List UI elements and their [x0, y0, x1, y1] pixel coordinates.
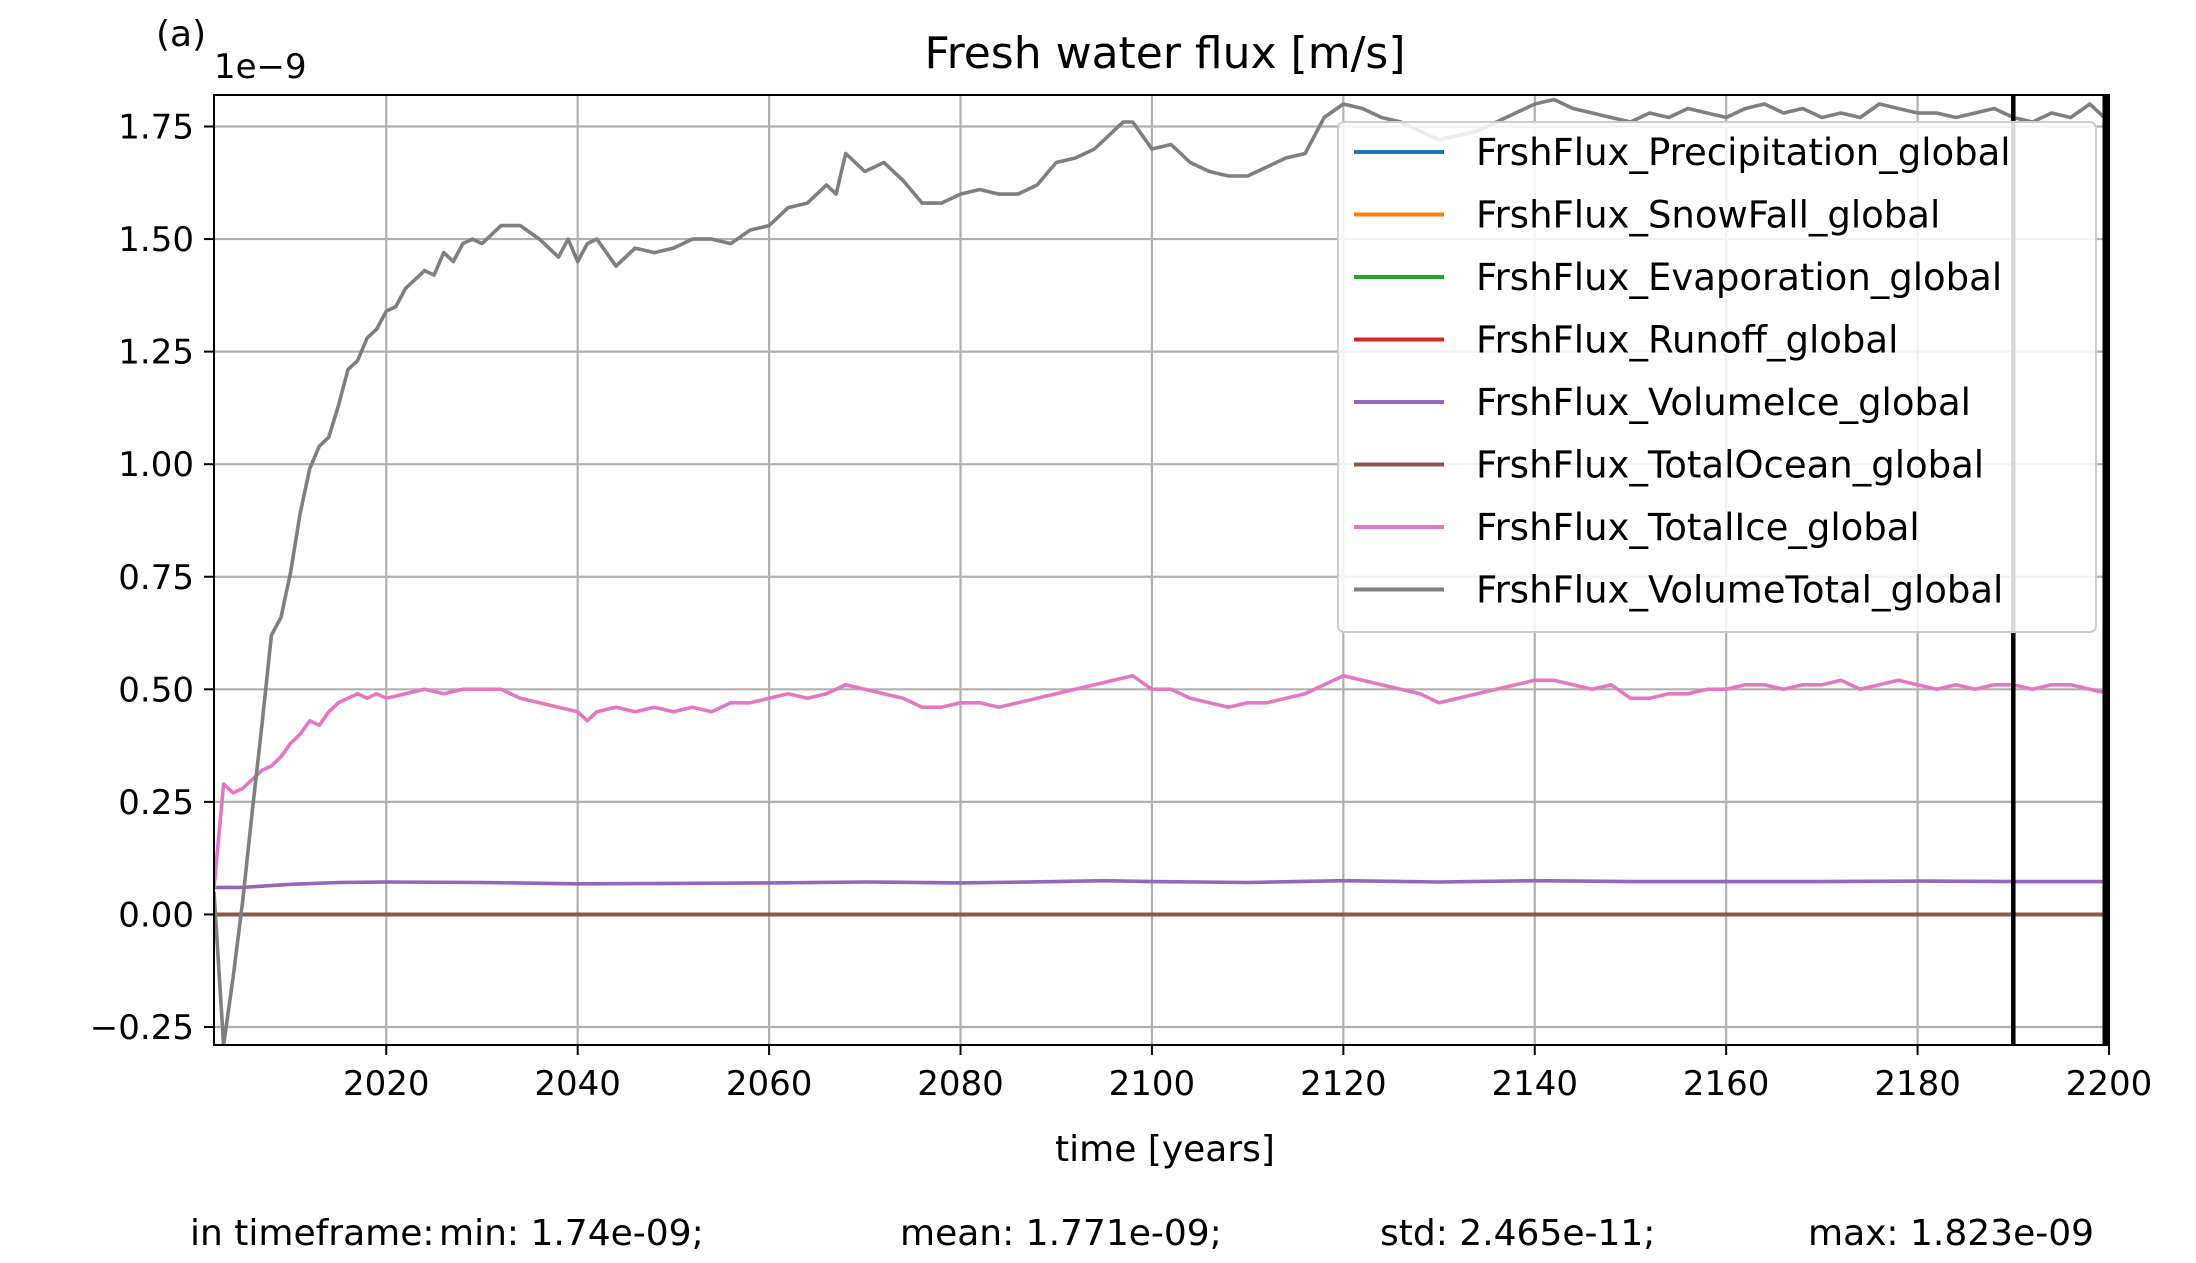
y-tick-label: 1.75 [118, 108, 194, 148]
y-tick-label: 0.50 [118, 670, 194, 710]
x-tick-label: 2100 [1109, 1064, 1196, 1104]
x-tick-label: 2180 [1874, 1064, 1961, 1104]
x-tick-label: 2200 [2066, 1064, 2153, 1104]
chart-title: Fresh water flux [m/s] [924, 28, 1405, 79]
legend-label: FrshFlux_Runoff_global [1476, 319, 1898, 362]
y-tick-label: −0.25 [90, 1008, 194, 1048]
plot-frame [213, 94, 2110, 1046]
stats-line: in timeframe: min: 1.74e-09; mean: 1.771… [190, 1213, 2094, 1254]
y-tick-label: 1.25 [118, 333, 194, 373]
panel-label: (a) [156, 14, 206, 55]
y-axis-ticks: −0.25 0.00 0.25 0.50 0.75 1.00 1.25 1.50 1.75 [90, 108, 214, 1048]
x-tick-label: 2120 [1300, 1064, 1387, 1104]
legend-label: FrshFlux_Precipitation_global [1476, 131, 2011, 174]
legend-label: FrshFlux_TotalIce_global [1476, 506, 1920, 549]
legend: FrshFlux_Precipitation_global FrshFlux_Sn… [1337, 121, 2097, 633]
legend-label: FrshFlux_SnowFall_global [1476, 194, 1940, 237]
x-tick-label: 2060 [726, 1064, 813, 1104]
series-line-6 [214, 673, 2109, 888]
x-tick-label: 2160 [1683, 1064, 1770, 1104]
stats-prefix: in timeframe: [190, 1213, 434, 1254]
legend-label: FrshFlux_VolumeTotal_global [1476, 569, 2003, 612]
y-offset-label: 1e−9 [214, 47, 307, 87]
y-tick-label: 1.50 [118, 220, 194, 260]
x-tick-label: 2020 [343, 1064, 430, 1104]
x-tick-label: 2080 [917, 1064, 1004, 1104]
stats-std: std: 2.465e-11; [1380, 1213, 1655, 1254]
series-line-4 [214, 878, 2109, 890]
stats-min: min: 1.74e-09; [439, 1213, 704, 1254]
stats-max: max: 1.823e-09 [1808, 1213, 2094, 1254]
x-axis-label: time [years] [1055, 1129, 1275, 1170]
legend-label: FrshFlux_Evaporation_global [1476, 256, 2002, 299]
x-tick-label: 2040 [534, 1064, 621, 1104]
y-tick-label: 0.75 [118, 558, 194, 598]
legend-label: FrshFlux_TotalOcean_global [1476, 444, 1984, 487]
x-axis-ticks: 2020 2040 2060 2080 2100 2120 2140 2160 2180 2200 [343, 1045, 2152, 1104]
stats-mean: mean: 1.771e-09; [900, 1213, 1222, 1254]
y-tick-label: 0.25 [118, 783, 194, 823]
series-line-7 [214, 97, 2109, 1045]
series-lines [214, 97, 2109, 1045]
y-tick-label: 0.00 [118, 895, 194, 935]
x-tick-label: 2140 [1491, 1064, 1578, 1104]
y-tick-label: 1.00 [118, 445, 194, 485]
legend-box [1337, 121, 2097, 633]
legend-label: FrshFlux_VolumeIce_global [1476, 381, 1971, 424]
